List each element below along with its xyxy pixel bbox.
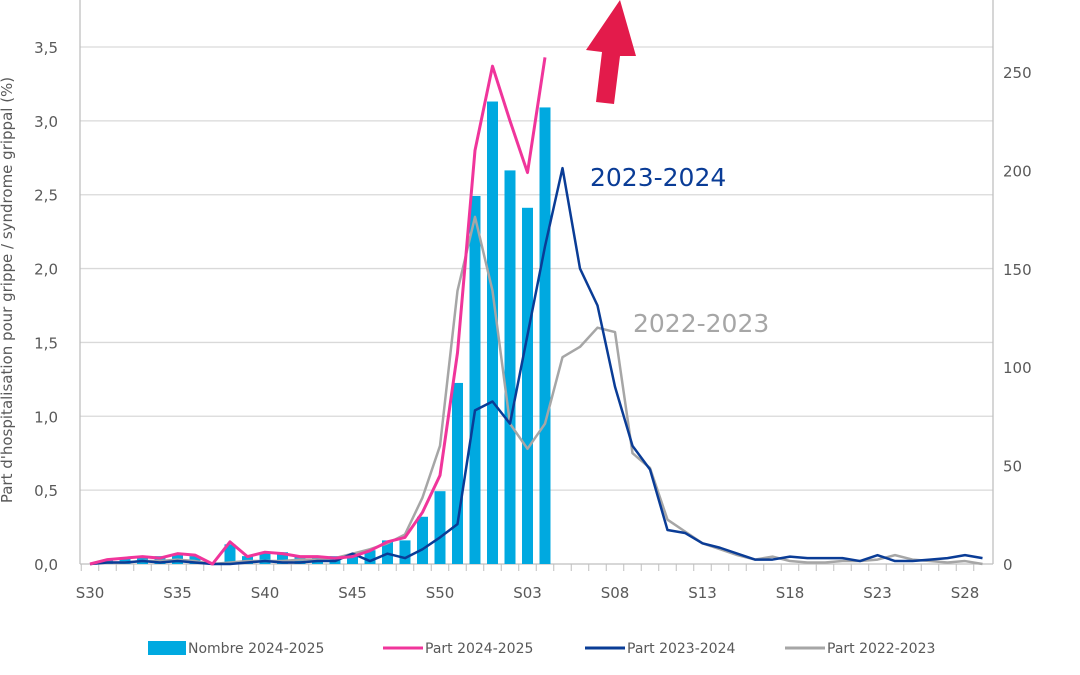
left-axis-tick-label: 3,0	[34, 113, 58, 131]
left-axis-tick-label: 1,5	[34, 334, 58, 352]
left-axis-tick-label: 2,0	[34, 261, 58, 279]
legend-label: Part 2024-2025	[425, 641, 533, 657]
annotation-2022-2023: 2022-2023	[633, 309, 769, 338]
x-axis-tick-label: S35	[163, 584, 192, 602]
x-axis-tick-label: S23	[863, 584, 892, 602]
x-axis-tick-label: S28	[951, 584, 980, 602]
x-axis-tick-label: S13	[688, 584, 717, 602]
legend-label: Part 2022-2023	[827, 641, 935, 657]
bar-nombre-2024-2025	[522, 207, 533, 565]
right-axis-tick-label: 150	[1003, 261, 1032, 279]
bar-nombre-2024-2025	[347, 556, 358, 564]
bar-nombre-2024-2025	[487, 101, 498, 565]
x-axis-tick-label: S50	[426, 584, 455, 602]
bar-nombre-2024-2025	[224, 544, 236, 564]
line-part-2023-2024	[89, 166, 983, 566]
left-axis-tick-label: 0,0	[34, 556, 58, 574]
left-axis-tick-label: 3,5	[34, 39, 58, 57]
x-axis-tick-label: S40	[251, 584, 280, 602]
left-axis-tick-label: 1,0	[34, 408, 58, 426]
bar-nombre-2024-2025	[399, 540, 411, 564]
bar-nombre-2024-2025	[452, 382, 463, 564]
right-axis-tick-label: 0	[1003, 556, 1013, 574]
x-axis-tick-label: S18	[776, 584, 805, 602]
x-axis-tick-label: S03	[513, 584, 542, 602]
right-axis-tick-label: 50	[1003, 458, 1022, 476]
line-part-2024-2025	[89, 57, 547, 566]
bar-nombre-2024-2025	[119, 558, 131, 564]
bar-nombre-2024-2025	[259, 552, 271, 564]
bar-nombre-2024-2025	[364, 550, 376, 564]
annotation-2023-2024: 2023-2024	[590, 163, 726, 192]
y-axis-label: Part d'hospitalisation pour grippe / syn…	[0, 77, 16, 503]
bar-nombre-2024-2025	[382, 540, 393, 564]
legend-swatch-bar	[148, 641, 186, 655]
right-axis-tick-label: 100	[1003, 359, 1032, 377]
bar-nombre-2024-2025	[504, 170, 516, 564]
x-axis-tick-label: S30	[76, 584, 105, 602]
legend-label: Nombre 2024-2025	[188, 641, 324, 657]
x-axis-tick-label: S08	[601, 584, 630, 602]
bar-nombre-2024-2025	[277, 552, 288, 564]
x-axis-tick-label: S45	[338, 584, 367, 602]
line-part-2022-2023	[89, 215, 983, 566]
bar-nombre-2024-2025	[469, 195, 481, 564]
bar-nombre-2024-2025	[434, 491, 446, 564]
right-axis-tick-label: 200	[1003, 162, 1032, 180]
right-axis-tick-label: 250	[1003, 64, 1032, 82]
bar-nombre-2024-2025	[539, 107, 551, 564]
legend-label: Part 2023-2024	[627, 641, 735, 657]
left-axis-tick-label: 0,5	[34, 482, 58, 500]
bar-nombre-2024-2025	[417, 516, 428, 564]
left-axis-tick-label: 2,5	[34, 187, 58, 205]
red-up-arrow-icon	[586, 0, 636, 104]
